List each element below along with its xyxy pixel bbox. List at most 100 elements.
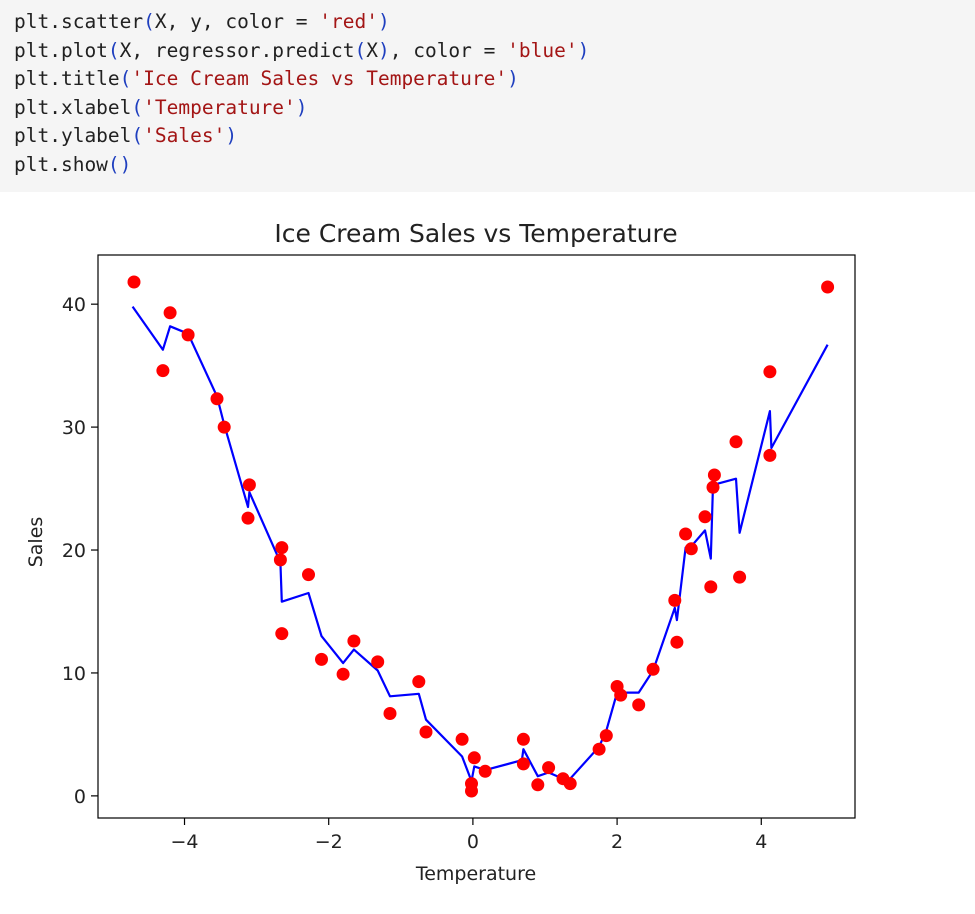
scatter-point [419, 725, 433, 739]
x-axis-label: Temperature [415, 863, 536, 885]
code-line: plt.plot(X, regressor.predict(X), color … [14, 37, 589, 66]
code-token: ( [119, 67, 132, 91]
code-token: () [107, 152, 132, 176]
scatter-point [698, 510, 712, 524]
chart-title: Ice Cream Sales vs Temperature [274, 219, 677, 248]
scatter-point [563, 777, 577, 791]
scatter-point [632, 698, 646, 712]
scatter-point [706, 480, 720, 494]
code-line: plt.title('Ice Cream Sales vs Temperatur… [14, 65, 589, 94]
regression-line [131, 305, 829, 783]
code-token: 'Sales' [143, 124, 226, 148]
scatter-point [516, 757, 530, 771]
scatter-point [156, 364, 170, 378]
scatter-point [315, 652, 328, 666]
code-token: ( [107, 38, 120, 62]
code-token: plt.ylabel [14, 124, 132, 148]
y-axis-label: Sales [25, 517, 47, 568]
scatter-point [371, 655, 385, 669]
code-cell[interactable]: plt.scatter(X, y, color = 'red') plt.plot… [0, 0, 975, 192]
code-token: ) [295, 95, 308, 119]
axes-frame [97, 254, 856, 819]
scatter-point [763, 448, 777, 462]
code-token: plt.xlabel [14, 95, 132, 119]
plot-output: Ice Cream Sales vs Temperature −4 −2 0 2 4 0… [0, 192, 975, 909]
scatter-point [217, 420, 231, 434]
code-line: plt.show() [14, 151, 589, 180]
y-tick-label: 30 [62, 417, 86, 439]
scatter-point [273, 553, 287, 567]
scatter-point [646, 662, 660, 676]
scatter-point [516, 732, 530, 746]
code-token: 'Temperature' [143, 95, 296, 119]
code-line: plt.scatter(X, y, color = 'red') [14, 8, 589, 37]
scatter-point [821, 280, 835, 294]
scatter-chart: Ice Cream Sales vs Temperature −4 −2 0 2 4 0… [25, 219, 856, 885]
scatter-point [542, 761, 556, 775]
x-ticks: −4 −2 0 2 4 [171, 818, 767, 853]
code-token: 'blue' [507, 38, 578, 62]
y-ticks: 0 10 20 30 40 [62, 294, 98, 808]
scatter-point [684, 542, 698, 556]
scatter-point [455, 732, 469, 746]
code-token: ( [131, 124, 144, 148]
code-token: plt.title [14, 67, 120, 91]
scatter-point [668, 593, 682, 607]
code-token: ( [354, 38, 367, 62]
code-token: plt.show [14, 152, 108, 176]
scatter-point [465, 784, 478, 798]
scatter-point [210, 392, 224, 406]
code-token: ) [225, 124, 238, 148]
scatter-point [275, 627, 289, 641]
code-token: plt.plot [14, 38, 108, 62]
scatter-point [467, 751, 481, 765]
scatter-point [302, 568, 315, 582]
scatter-point [383, 707, 397, 720]
x-tick-label: 4 [755, 831, 767, 853]
scatter-point [275, 541, 289, 555]
scatter-points-layer [127, 275, 835, 798]
scatter-point [592, 742, 606, 756]
code-token: , color = [389, 38, 508, 62]
scatter-point [347, 634, 361, 648]
code-line: plt.xlabel('Temperature') [14, 94, 589, 123]
code-token: plt.scatter [14, 10, 144, 33]
scatter-point [729, 435, 743, 449]
code-editor[interactable]: plt.scatter(X, y, color = 'red') plt.plot… [14, 8, 589, 180]
regression-line-layer [131, 305, 829, 783]
scatter-point [531, 778, 545, 792]
scatter-point [241, 511, 255, 525]
scatter-point [763, 365, 777, 379]
scatter-point [670, 635, 684, 649]
code-token: 'Ice Cream Sales vs Temperature' [131, 67, 508, 91]
y-tick-label: 0 [74, 786, 86, 808]
x-tick-label: 2 [611, 831, 623, 853]
scatter-point [181, 328, 195, 342]
y-tick-label: 20 [62, 540, 86, 562]
scatter-point [336, 667, 350, 681]
scatter-point [707, 468, 721, 482]
code-token: ) [377, 10, 390, 33]
scatter-point [242, 478, 256, 492]
code-token: X, regressor.predict [119, 38, 355, 62]
code-token: X, y, color = [154, 10, 320, 33]
code-token: 'red' [319, 10, 378, 33]
scatter-point [733, 570, 747, 584]
scatter-point [614, 688, 628, 702]
scatter-point [478, 764, 492, 778]
code-line: plt.ylabel('Sales') [14, 122, 589, 151]
code-token: X [366, 38, 378, 62]
x-tick-label: −2 [315, 831, 343, 853]
code-token: ) [577, 38, 590, 62]
code-token: ( [143, 10, 155, 33]
scatter-point [599, 729, 613, 743]
code-token: ) [377, 38, 390, 62]
scatter-point [127, 275, 141, 289]
scatter-point [704, 580, 718, 594]
y-tick-label: 10 [62, 663, 86, 685]
scatter-point [412, 675, 426, 689]
x-tick-label: 0 [467, 831, 479, 853]
code-token: ) [507, 67, 519, 91]
x-tick-label: −4 [171, 831, 199, 853]
scatter-point [679, 527, 693, 541]
